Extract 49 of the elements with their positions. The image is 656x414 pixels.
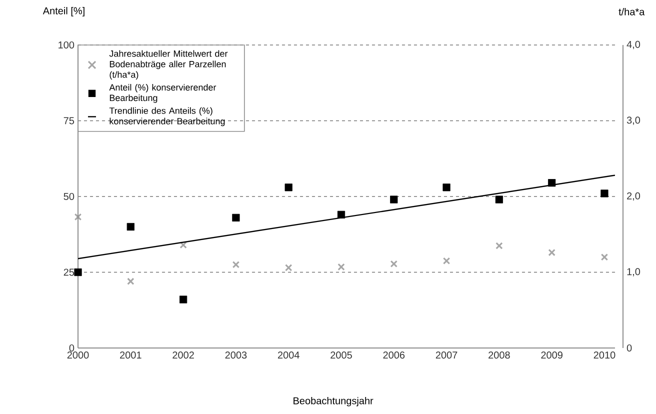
y-tick-label: 75 — [64, 117, 74, 124]
x-tick-label: 2005 — [330, 352, 352, 359]
x-tick-label: 2009 — [541, 352, 562, 359]
point — [126, 222, 134, 231]
y2-tick-label: 3,0 — [626, 116, 640, 125]
point — [390, 196, 398, 204]
y2-tick-label: 4,0 — [626, 40, 640, 50]
x-tick-label: 2007 — [436, 352, 458, 359]
y-tick-label: 100 — [58, 41, 74, 49]
x-tick-label: 2004 — [278, 352, 300, 359]
point — [232, 214, 240, 222]
x-tick-label: 2001 — [120, 352, 142, 359]
y2-axis-title: t/ha*a — [618, 8, 645, 16]
x-tick-label: 2006 — [383, 352, 405, 359]
point — [496, 242, 503, 250]
point — [442, 184, 450, 192]
x-tick-label: 2010 — [594, 352, 616, 359]
point — [548, 179, 556, 187]
legend-label: Jahresaktueller Mittelwert der Bodenabträge aller Parzellen (t/ha*a) — [109, 50, 228, 80]
y2-tick-label: 1,0 — [627, 268, 640, 276]
point — [442, 257, 450, 265]
point — [74, 268, 82, 276]
y2-tick-label: 0 — [626, 344, 632, 352]
y-tick-label: 0 — [69, 344, 74, 352]
x-tick-label: 2003 — [225, 352, 247, 359]
point — [337, 210, 346, 218]
point — [495, 196, 503, 204]
point — [180, 241, 187, 249]
point — [127, 278, 134, 285]
y-tick-label: 50 — [64, 192, 74, 200]
point — [600, 190, 608, 198]
y-tick-label: 25 — [64, 268, 74, 276]
point — [390, 260, 398, 268]
x-axis-title: Beobachtungsjahr — [294, 396, 374, 406]
legend-label: Anteil (%) konservierender Bearbeitung — [109, 84, 216, 103]
point — [180, 296, 188, 304]
point — [600, 253, 608, 261]
point — [284, 184, 292, 192]
point — [548, 248, 556, 256]
y2-tick-label: 2,0 — [627, 192, 640, 201]
point — [232, 261, 240, 268]
legend-label: Trendlinie des Anteils (%) konservierender Bearbeitung — [109, 107, 225, 126]
x-tick-label: 2008 — [488, 352, 510, 359]
y-axis-title: Anteil [%] — [42, 7, 84, 16]
point — [74, 213, 82, 221]
point — [284, 264, 292, 272]
point — [338, 263, 345, 271]
x-tick-label: 2000 — [67, 352, 89, 359]
x-tick-label: 2002 — [172, 352, 194, 359]
